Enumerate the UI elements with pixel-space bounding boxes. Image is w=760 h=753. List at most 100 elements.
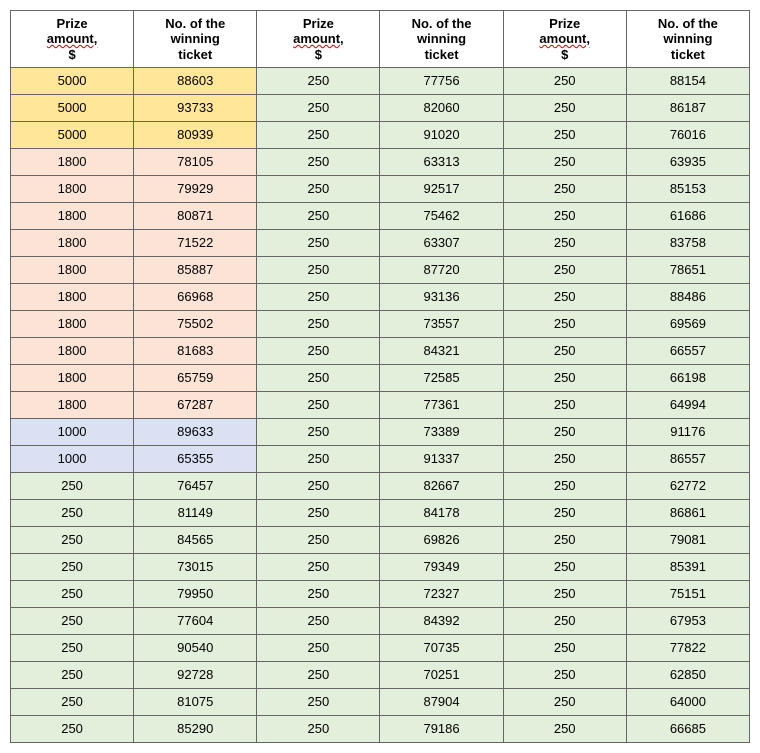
prize-cell: 250 xyxy=(11,500,134,527)
ticket-cell: 72327 xyxy=(380,581,503,608)
prize-cell: 250 xyxy=(503,284,626,311)
prize-cell: 250 xyxy=(503,95,626,122)
ticket-cell: 81683 xyxy=(134,338,257,365)
ticket-cell: 85887 xyxy=(134,257,257,284)
prize-cell: 250 xyxy=(257,635,380,662)
ticket-cell: 80939 xyxy=(134,122,257,149)
prize-cell: 250 xyxy=(257,716,380,743)
ticket-cell: 80871 xyxy=(134,203,257,230)
header-ticket-3: No. of the winning ticket xyxy=(626,11,749,68)
prize-cell: 250 xyxy=(257,419,380,446)
prize-cell: 5000 xyxy=(11,68,134,95)
prize-cell: 5000 xyxy=(11,95,134,122)
prize-cell: 250 xyxy=(503,635,626,662)
prize-cell: 250 xyxy=(503,500,626,527)
ticket-cell: 73015 xyxy=(134,554,257,581)
prize-cell: 250 xyxy=(257,95,380,122)
ticket-cell: 91337 xyxy=(380,446,503,473)
prize-cell: 250 xyxy=(11,608,134,635)
ticket-cell: 91176 xyxy=(626,419,749,446)
table-row: 250811492508417825086861 xyxy=(11,500,750,527)
ticket-cell: 85153 xyxy=(626,176,749,203)
prize-cell: 250 xyxy=(11,581,134,608)
prize-cell: 250 xyxy=(503,608,626,635)
prize-cell: 250 xyxy=(11,716,134,743)
ticket-cell: 69826 xyxy=(380,527,503,554)
prize-cell: 250 xyxy=(257,446,380,473)
ticket-cell: 93136 xyxy=(380,284,503,311)
prize-cell: 1800 xyxy=(11,284,134,311)
prize-cell: 250 xyxy=(11,554,134,581)
ticket-cell: 89633 xyxy=(134,419,257,446)
ticket-cell: 92517 xyxy=(380,176,503,203)
ticket-cell: 64994 xyxy=(626,392,749,419)
prize-table: Prize amount, $ No. of the winning ticke… xyxy=(10,10,750,743)
ticket-cell: 63935 xyxy=(626,149,749,176)
ticket-cell: 85391 xyxy=(626,554,749,581)
table-row: 1800657592507258525066198 xyxy=(11,365,750,392)
prize-cell: 250 xyxy=(503,527,626,554)
ticket-cell: 66198 xyxy=(626,365,749,392)
ticket-cell: 69569 xyxy=(626,311,749,338)
ticket-cell: 91020 xyxy=(380,122,503,149)
ticket-cell: 84565 xyxy=(134,527,257,554)
ticket-cell: 84178 xyxy=(380,500,503,527)
ticket-cell: 90540 xyxy=(134,635,257,662)
ticket-cell: 64000 xyxy=(626,689,749,716)
prize-cell: 250 xyxy=(503,149,626,176)
prize-cell: 1800 xyxy=(11,230,134,257)
ticket-cell: 88154 xyxy=(626,68,749,95)
prize-cell: 1800 xyxy=(11,203,134,230)
table-row: 250905402507073525077822 xyxy=(11,635,750,662)
prize-cell: 250 xyxy=(503,554,626,581)
ticket-cell: 79081 xyxy=(626,527,749,554)
header-text: $ xyxy=(561,47,568,62)
prize-cell: 5000 xyxy=(11,122,134,149)
prize-cell: 1800 xyxy=(11,392,134,419)
ticket-cell: 82667 xyxy=(380,473,503,500)
prize-cell: 250 xyxy=(503,338,626,365)
ticket-cell: 93733 xyxy=(134,95,257,122)
table-row: 250852902507918625066685 xyxy=(11,716,750,743)
prize-cell: 1800 xyxy=(11,176,134,203)
ticket-cell: 77822 xyxy=(626,635,749,662)
ticket-cell: 65759 xyxy=(134,365,257,392)
table-row: 250776042508439225067953 xyxy=(11,608,750,635)
header-text: ticket xyxy=(425,47,459,62)
header-text: ticket xyxy=(178,47,212,62)
header-text: ticket xyxy=(671,47,705,62)
prize-cell: 250 xyxy=(503,473,626,500)
table-row: 5000937332508206025086187 xyxy=(11,95,750,122)
table-row: 1800799292509251725085153 xyxy=(11,176,750,203)
prize-cell: 250 xyxy=(257,203,380,230)
ticket-cell: 84392 xyxy=(380,608,503,635)
table-body: 5000886032507775625088154500093733250820… xyxy=(11,68,750,743)
prize-cell: 250 xyxy=(503,446,626,473)
prize-cell: 250 xyxy=(257,176,380,203)
prize-cell: 250 xyxy=(503,716,626,743)
ticket-cell: 62772 xyxy=(626,473,749,500)
prize-cell: 1000 xyxy=(11,446,134,473)
table-row: 250810752508790425064000 xyxy=(11,689,750,716)
prize-cell: 250 xyxy=(257,554,380,581)
ticket-cell: 72585 xyxy=(380,365,503,392)
prize-cell: 250 xyxy=(257,257,380,284)
prize-cell: 250 xyxy=(257,338,380,365)
ticket-cell: 66685 xyxy=(626,716,749,743)
ticket-cell: 79186 xyxy=(380,716,503,743)
prize-table-container: Prize amount, $ No. of the winning ticke… xyxy=(10,10,750,743)
ticket-cell: 63313 xyxy=(380,149,503,176)
prize-cell: 250 xyxy=(503,689,626,716)
ticket-cell: 83758 xyxy=(626,230,749,257)
ticket-cell: 63307 xyxy=(380,230,503,257)
table-row: 1800808712507546225061686 xyxy=(11,203,750,230)
ticket-cell: 73557 xyxy=(380,311,503,338)
ticket-cell: 79950 xyxy=(134,581,257,608)
header-text: winning xyxy=(663,31,712,46)
table-row: 250764572508266725062772 xyxy=(11,473,750,500)
ticket-cell: 66557 xyxy=(626,338,749,365)
header-text: $ xyxy=(315,47,322,62)
prize-cell: 250 xyxy=(257,365,380,392)
ticket-cell: 81075 xyxy=(134,689,257,716)
prize-cell: 250 xyxy=(11,473,134,500)
